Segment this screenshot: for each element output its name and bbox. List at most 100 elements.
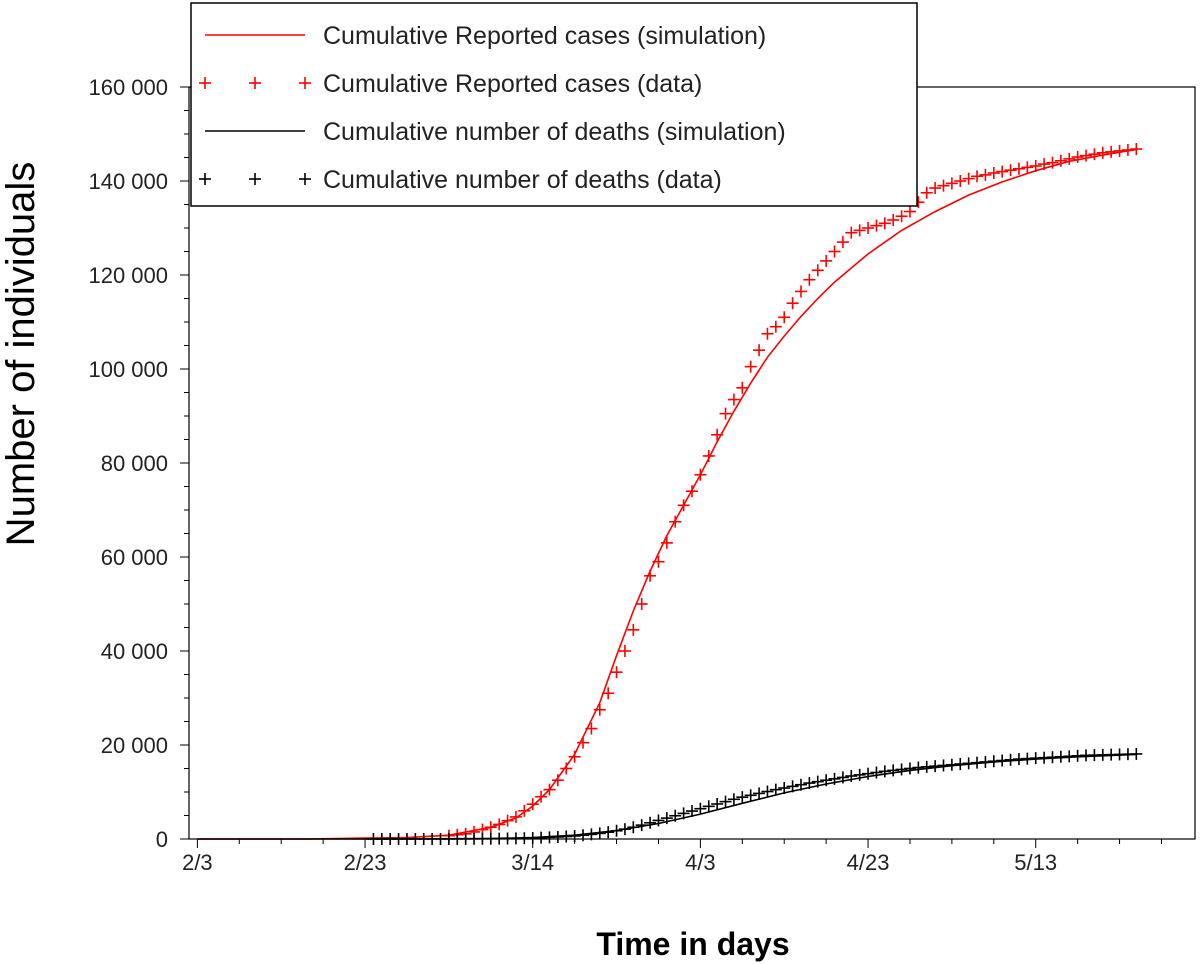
x-tick-label: 2/3: [182, 850, 213, 875]
x-tick-label: 4/3: [685, 850, 716, 875]
data-point: [644, 816, 657, 829]
data-point: [719, 407, 732, 420]
data-point: [627, 821, 640, 834]
y-tick-label: 140 000: [88, 169, 168, 194]
data-point: [870, 766, 883, 779]
data-point: [711, 797, 724, 810]
legend: Cumulative Reported cases (simulation) Cu…: [190, 2, 918, 207]
data-point: [853, 768, 866, 781]
x-tick-label: 2/23: [344, 850, 387, 875]
data-point: [593, 827, 606, 840]
data-point: [1063, 152, 1076, 165]
legend-swatch-marker: [249, 173, 261, 185]
data-point: [669, 809, 682, 822]
data-point: [786, 297, 799, 310]
data-point: [878, 217, 891, 230]
data-point: [702, 800, 715, 813]
data-point: [694, 468, 707, 481]
data-point: [585, 722, 598, 735]
data-point: [845, 226, 858, 239]
data-point: [1105, 145, 1118, 158]
data-point: [1029, 159, 1042, 172]
series-4: [367, 747, 1143, 845]
legend-label: Cumulative number of deaths (data): [323, 166, 722, 194]
data-point: [677, 807, 690, 820]
data-point: [551, 774, 564, 787]
data-point: [845, 770, 858, 783]
data-point: [778, 311, 791, 324]
data-point: [593, 703, 606, 716]
data-point: [1130, 143, 1143, 156]
data-point: [686, 805, 698, 818]
data-point: [786, 780, 799, 793]
y-tick-label: 0: [156, 827, 168, 852]
data-point: [870, 219, 883, 232]
series-1: [197, 148, 1137, 840]
data-point: [920, 186, 933, 199]
data-point: [836, 771, 849, 784]
legend-item: Cumulative Reported cases (data): [199, 70, 702, 98]
data-point: [996, 165, 1009, 178]
data-point: [618, 645, 631, 657]
data-point: [744, 360, 757, 373]
data-point: [820, 774, 833, 787]
data-point: [618, 823, 631, 836]
data-point: [862, 222, 875, 234]
data-point: [652, 814, 665, 827]
data-point: [828, 245, 841, 258]
data-point: [903, 762, 916, 775]
data-point: [568, 750, 581, 763]
data-point: [719, 795, 732, 808]
data-point: [1012, 162, 1025, 175]
data-point: [602, 826, 615, 839]
data-point: [602, 687, 615, 700]
legend-item: Cumulative number of deaths (simulation): [205, 118, 786, 146]
data-point: [895, 763, 908, 776]
data-point: [887, 764, 900, 777]
legend-label: Cumulative number of deaths (simulation): [323, 118, 786, 146]
legend-swatch-marker: [199, 77, 211, 89]
data-point: [862, 767, 875, 780]
legend-label: Cumulative Reported cases (simulation): [323, 22, 766, 50]
data-point: [660, 812, 673, 825]
data-point: [585, 828, 598, 841]
data-point: [1046, 156, 1059, 169]
legend-label: Cumulative Reported cases (data): [323, 70, 702, 98]
data-point: [744, 789, 757, 802]
data-point: [753, 787, 766, 800]
y-tick-label: 120 000: [88, 263, 168, 288]
data-point: [971, 170, 984, 183]
data-point: [509, 810, 522, 823]
data-point: [686, 485, 698, 498]
data-point: [1038, 158, 1051, 171]
data-point: [811, 775, 824, 788]
series-3: [197, 753, 1137, 840]
x-axis-title: Time in days: [596, 926, 789, 962]
data-point: [518, 804, 531, 817]
data-point: [484, 821, 497, 834]
data-point: [677, 499, 690, 512]
data-point: [1121, 143, 1134, 156]
legend-swatch-marker: [299, 173, 311, 185]
data-point: [526, 798, 539, 811]
data-point: [1113, 144, 1126, 157]
y-axis-title: Number of individuals: [0, 162, 43, 547]
data-point: [501, 814, 514, 827]
data-point: [1054, 154, 1067, 167]
legend-item: Cumulative Reported cases (simulation): [205, 22, 766, 50]
data-point: [694, 802, 707, 815]
data-point: [794, 285, 807, 298]
legend-box: [190, 2, 918, 207]
data-point: [493, 818, 506, 831]
data-point: [769, 783, 782, 796]
data-point: [577, 829, 590, 842]
data-point: [1004, 164, 1017, 177]
data-point: [627, 623, 640, 636]
data-point: [560, 762, 573, 775]
data-point: [711, 428, 724, 441]
data-point: [794, 778, 807, 791]
data-point: [736, 381, 749, 394]
data-point: [761, 327, 774, 340]
legend-swatch-marker: [199, 173, 211, 185]
data-point: [1096, 146, 1109, 159]
